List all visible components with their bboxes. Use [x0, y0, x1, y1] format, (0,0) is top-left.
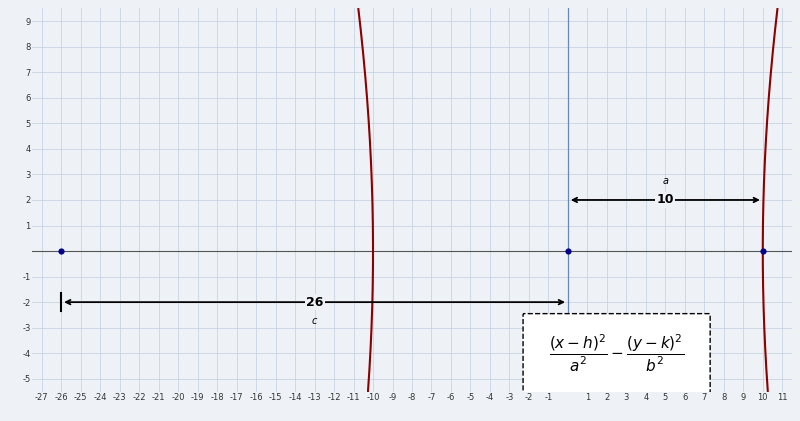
Text: $\dfrac{(x-h)^2}{a^2} - \dfrac{(y-k)^2}{b^2}$: $\dfrac{(x-h)^2}{a^2} - \dfrac{(y-k)^2}{… — [549, 333, 684, 374]
Point — [55, 248, 68, 254]
Text: 10: 10 — [657, 194, 674, 206]
Text: c: c — [312, 316, 318, 326]
Text: 26: 26 — [306, 296, 323, 309]
Point — [562, 248, 574, 254]
Text: a: a — [662, 176, 668, 186]
Point — [756, 248, 769, 254]
FancyBboxPatch shape — [523, 314, 710, 393]
